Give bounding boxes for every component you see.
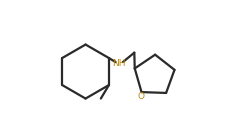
Text: O: O — [137, 92, 144, 101]
Text: NH: NH — [112, 59, 126, 68]
